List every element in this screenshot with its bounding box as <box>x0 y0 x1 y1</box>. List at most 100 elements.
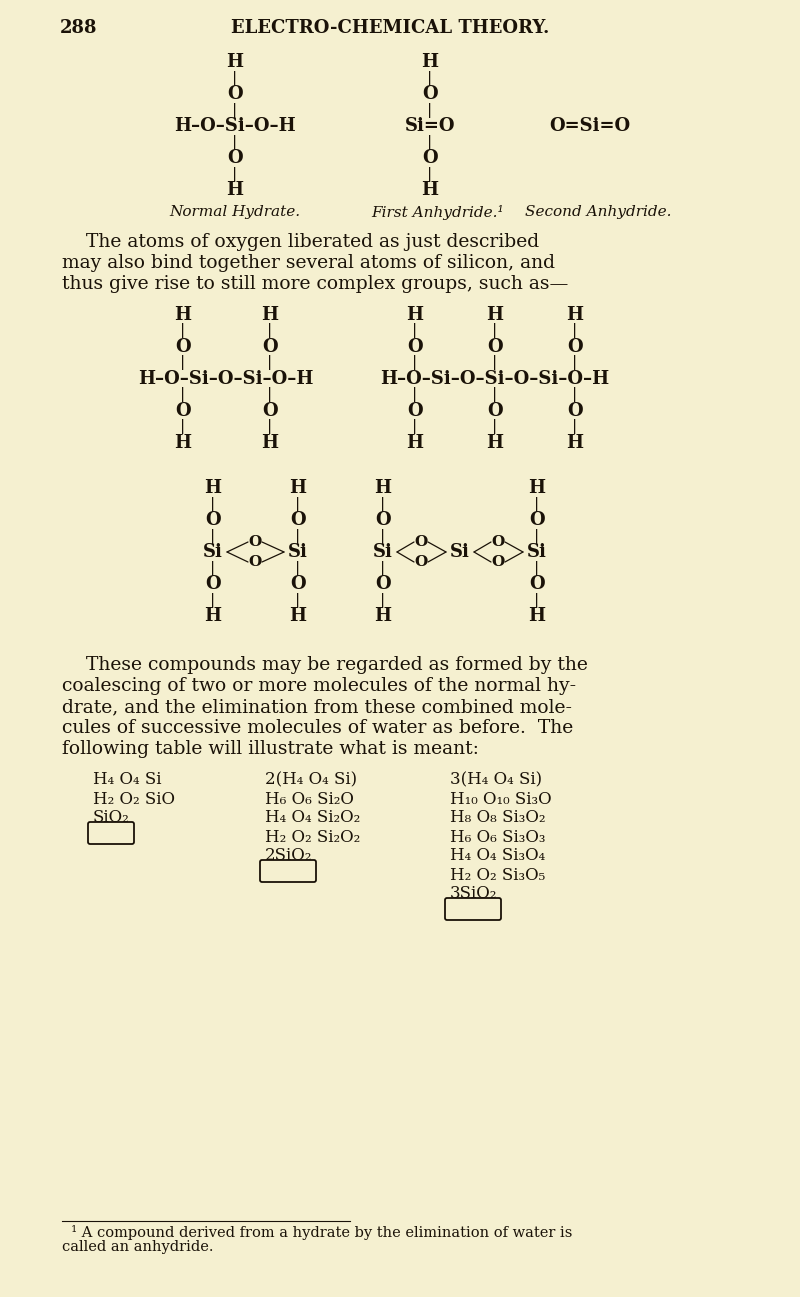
Text: |: | <box>210 593 216 607</box>
Text: O: O <box>567 339 583 355</box>
Text: |: | <box>210 560 216 576</box>
Text: ELECTRO-CHEMICAL THEORY.: ELECTRO-CHEMICAL THEORY. <box>231 19 549 38</box>
Text: O: O <box>414 534 428 549</box>
Text: may also bind together several atoms of silicon, and: may also bind together several atoms of … <box>62 254 555 272</box>
Text: |: | <box>380 528 386 543</box>
Text: called an anhydride.: called an anhydride. <box>62 1240 214 1254</box>
Text: |: | <box>427 70 433 86</box>
Text: |: | <box>412 355 418 371</box>
Text: |: | <box>572 355 578 371</box>
Text: H: H <box>529 479 546 497</box>
Text: O: O <box>491 534 505 549</box>
Text: |: | <box>380 497 386 511</box>
Text: |: | <box>380 593 386 607</box>
Text: |: | <box>427 102 433 118</box>
Text: |: | <box>492 419 498 434</box>
Text: |: | <box>295 528 301 543</box>
Text: 2(H₄ O₄ Si): 2(H₄ O₄ Si) <box>265 772 357 789</box>
Text: |: | <box>210 497 216 511</box>
Text: |: | <box>267 323 273 339</box>
Text: |: | <box>492 388 498 402</box>
Text: |: | <box>295 560 301 576</box>
Text: H₂ O₂ Si₃O₅: H₂ O₂ Si₃O₅ <box>450 866 546 883</box>
Text: O: O <box>290 575 306 593</box>
Text: H: H <box>226 182 243 198</box>
Text: O: O <box>491 555 505 569</box>
Text: H: H <box>174 434 191 451</box>
Text: H–O–Si–O–Si–O–Si–O–H: H–O–Si–O–Si–O–Si–O–H <box>381 370 610 388</box>
Text: Second Anhydride.: Second Anhydride. <box>525 205 671 219</box>
Text: H: H <box>406 306 423 324</box>
Text: O: O <box>375 511 391 529</box>
Text: O: O <box>262 402 278 420</box>
Text: Si: Si <box>203 543 223 562</box>
Text: 2SiO₂: 2SiO₂ <box>265 847 312 865</box>
Text: |: | <box>180 323 186 339</box>
Text: following table will illustrate what is meant:: following table will illustrate what is … <box>62 741 479 757</box>
Text: O: O <box>248 555 262 569</box>
Text: |: | <box>427 166 433 182</box>
Text: O: O <box>529 511 545 529</box>
Text: |: | <box>180 355 186 371</box>
Text: O: O <box>414 555 428 569</box>
Text: O: O <box>567 402 583 420</box>
Text: Si: Si <box>527 543 547 562</box>
Text: H: H <box>422 182 438 198</box>
Text: O: O <box>205 511 221 529</box>
Text: H: H <box>529 607 546 625</box>
Text: O: O <box>487 402 503 420</box>
Text: SiO₂: SiO₂ <box>93 809 130 826</box>
Text: H: H <box>290 479 306 497</box>
Text: ¹ A compound derived from a hydrate by the elimination of water is: ¹ A compound derived from a hydrate by t… <box>62 1226 572 1240</box>
Text: |: | <box>295 497 301 511</box>
Text: |: | <box>295 593 301 607</box>
Text: H₄ O₄ Si: H₄ O₄ Si <box>93 772 162 789</box>
Text: |: | <box>492 323 498 339</box>
Text: |: | <box>534 593 540 607</box>
Text: 3SiO₂: 3SiO₂ <box>450 886 498 903</box>
Text: O: O <box>407 339 423 355</box>
Text: |: | <box>572 419 578 434</box>
Text: |: | <box>180 419 186 434</box>
Text: H: H <box>566 306 583 324</box>
Text: |: | <box>267 388 273 402</box>
Text: O: O <box>407 402 423 420</box>
Text: |: | <box>232 135 238 149</box>
Text: H₂ O₂ SiO: H₂ O₂ SiO <box>93 790 175 808</box>
Text: H₆ O₆ Si₂O: H₆ O₆ Si₂O <box>265 790 354 808</box>
Text: |: | <box>232 166 238 182</box>
Text: |: | <box>232 102 238 118</box>
Text: Si: Si <box>373 543 393 562</box>
Text: H₆ O₆ Si₃O₃: H₆ O₆ Si₃O₃ <box>450 829 546 846</box>
Text: Si: Si <box>288 543 308 562</box>
Text: First Anhydride.¹: First Anhydride.¹ <box>372 205 504 219</box>
Text: H: H <box>290 607 306 625</box>
Text: H: H <box>374 607 391 625</box>
Text: |: | <box>180 388 186 402</box>
Text: O=Si=O: O=Si=O <box>550 117 630 135</box>
Text: H: H <box>406 434 423 451</box>
Text: H: H <box>262 434 278 451</box>
Text: O: O <box>205 575 221 593</box>
Text: H–O–Si–O–H: H–O–Si–O–H <box>174 117 296 135</box>
Text: |: | <box>572 323 578 339</box>
Text: cules of successive molecules of water as before.  The: cules of successive molecules of water a… <box>62 719 574 737</box>
Text: |: | <box>210 528 216 543</box>
Text: O: O <box>290 511 306 529</box>
Text: H: H <box>374 479 391 497</box>
Text: O: O <box>175 402 191 420</box>
Text: O: O <box>227 86 243 102</box>
Text: O: O <box>375 575 391 593</box>
Text: H₁₀ O₁₀ Si₃O: H₁₀ O₁₀ Si₃O <box>450 790 552 808</box>
Text: These compounds may be regarded as formed by the: These compounds may be regarded as forme… <box>62 656 588 674</box>
Text: O: O <box>248 534 262 549</box>
Text: H₈ O₈ Si₃O₂: H₈ O₈ Si₃O₂ <box>450 809 546 826</box>
Text: H: H <box>486 434 503 451</box>
Text: 3(H₄ O₄ Si): 3(H₄ O₄ Si) <box>450 772 542 789</box>
Text: thus give rise to still more complex groups, such as—: thus give rise to still more complex gro… <box>62 275 568 293</box>
Text: H: H <box>422 53 438 71</box>
Text: |: | <box>534 497 540 511</box>
Text: Si=O: Si=O <box>405 117 455 135</box>
Text: 288: 288 <box>60 19 98 38</box>
Text: |: | <box>412 323 418 339</box>
